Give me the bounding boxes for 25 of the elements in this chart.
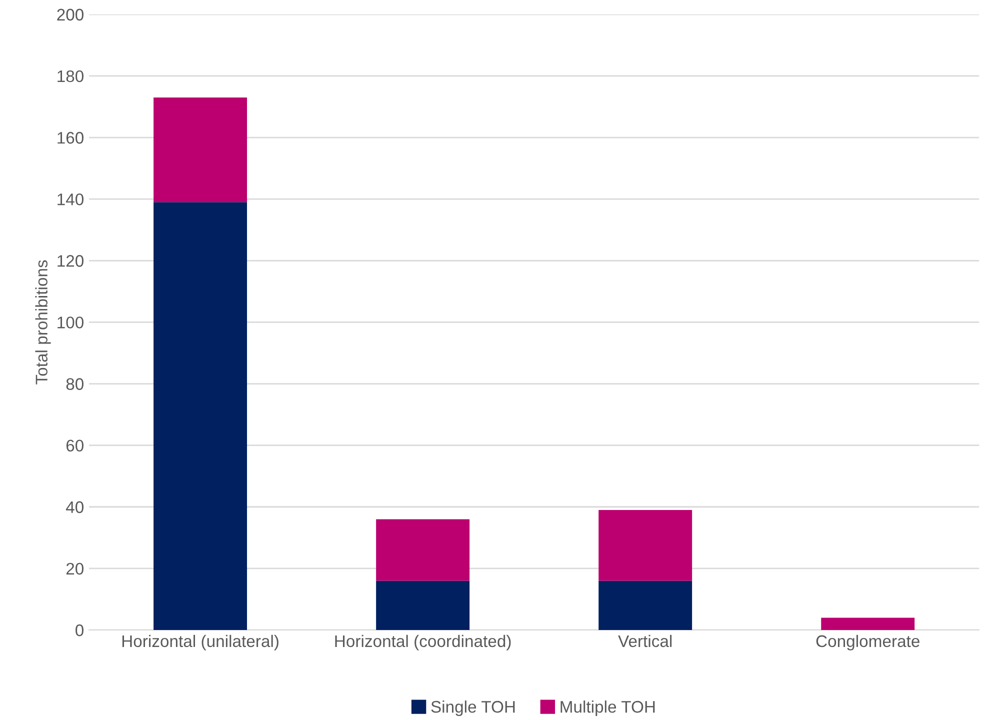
legend-label: Single TOH xyxy=(431,700,515,716)
bar xyxy=(376,519,470,581)
bar xyxy=(598,510,692,581)
bar xyxy=(154,202,248,630)
y-tick-label: 40 xyxy=(66,501,84,514)
x-tick-label: Vertical xyxy=(618,634,672,648)
y-tick-label: 100 xyxy=(58,316,84,328)
y-tick-label: 20 xyxy=(66,562,84,575)
y-tick-label: 0 xyxy=(76,624,84,636)
x-tick-label: Horizontal (unilateral) xyxy=(122,634,278,650)
legend-label: Multiple TOH xyxy=(560,700,655,716)
y-tick-label: 160 xyxy=(58,132,84,144)
bar xyxy=(821,618,915,630)
y-tick-label: 140 xyxy=(58,193,84,206)
y-tick-label: 60 xyxy=(66,440,84,452)
y-tick-label: 180 xyxy=(58,70,84,82)
y-tick-label: 80 xyxy=(66,378,84,390)
y-axis-title: Total prohibitions xyxy=(35,260,51,384)
x-tick-label: Horizontal (coordinated) xyxy=(335,634,511,650)
bar xyxy=(376,580,470,630)
bar xyxy=(154,98,248,202)
y-tick-label: 120 xyxy=(58,255,84,267)
y-tick-label: 200 xyxy=(57,8,84,21)
bar xyxy=(598,580,692,630)
x-tick-label: Conglomerate xyxy=(816,634,920,650)
